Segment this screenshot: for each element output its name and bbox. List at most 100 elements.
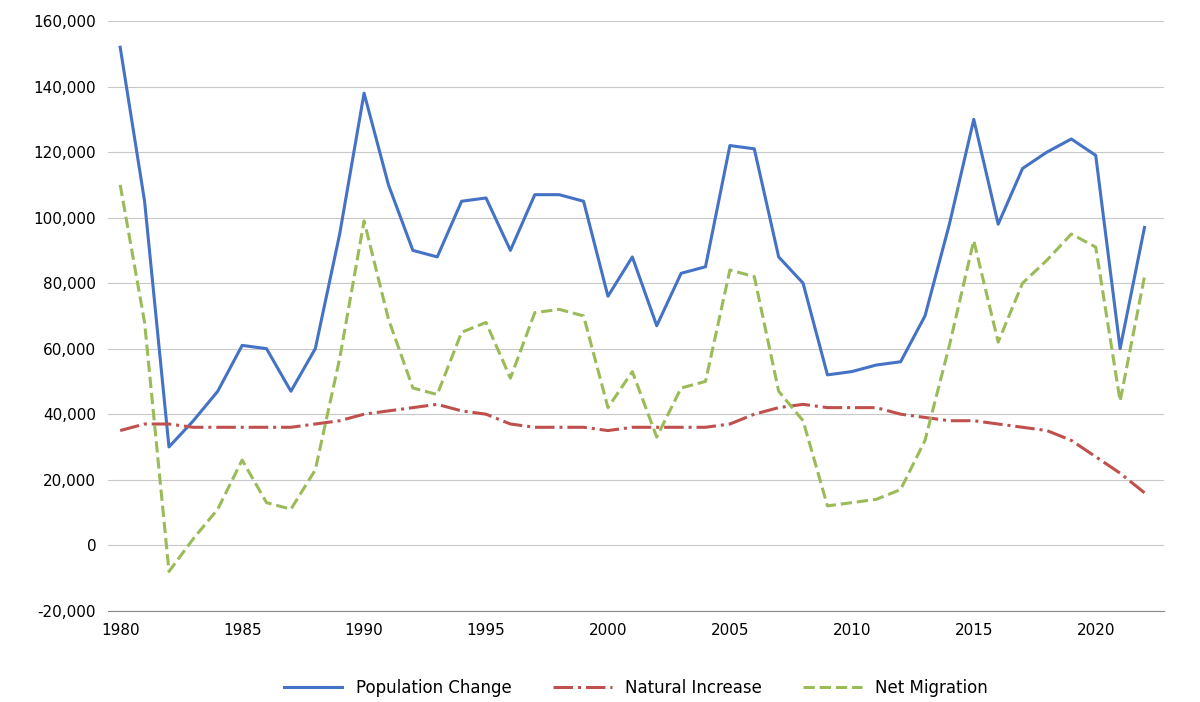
Population Change <box>625 253 640 261</box>
Population Change <box>991 220 1006 228</box>
Population Change <box>1088 151 1103 159</box>
Net Migration <box>698 377 713 385</box>
Population Change <box>1015 164 1030 173</box>
Net Migration <box>869 495 883 503</box>
Natural Increase <box>503 420 517 428</box>
Natural Increase <box>674 423 689 432</box>
Natural Increase <box>796 400 810 409</box>
Population Change <box>1138 223 1152 232</box>
Natural Increase <box>1064 436 1079 444</box>
Net Migration <box>748 272 762 281</box>
Natural Increase <box>162 420 176 428</box>
Population Change <box>503 246 517 255</box>
Net Migration <box>113 180 127 189</box>
Net Migration <box>625 367 640 376</box>
Natural Increase <box>552 423 566 432</box>
Population Change <box>772 253 786 261</box>
Population Change <box>649 322 664 330</box>
Net Migration <box>1064 230 1079 238</box>
Population Change <box>821 371 835 379</box>
Population Change <box>722 141 737 150</box>
Population Change <box>942 220 956 228</box>
Population Change <box>796 279 810 287</box>
Population Change <box>918 312 932 320</box>
Population Change <box>382 180 396 189</box>
Net Migration <box>722 266 737 274</box>
Natural Increase <box>942 416 956 425</box>
Population Change <box>406 246 420 255</box>
Population Change <box>576 197 590 206</box>
Net Migration <box>1015 279 1030 287</box>
Net Migration <box>674 384 689 392</box>
Net Migration <box>966 237 980 245</box>
Population Change <box>479 194 493 202</box>
Net Migration <box>356 217 371 225</box>
Population Change <box>332 230 347 238</box>
Net Migration <box>1088 243 1103 251</box>
Natural Increase <box>406 404 420 412</box>
Natural Increase <box>966 416 980 425</box>
Net Migration <box>772 387 786 395</box>
Net Migration <box>1112 397 1127 405</box>
Population Change <box>674 269 689 277</box>
Natural Increase <box>528 423 542 432</box>
Net Migration <box>576 312 590 320</box>
Natural Increase <box>259 423 274 432</box>
Net Migration <box>1138 272 1152 281</box>
Net Migration <box>455 328 469 336</box>
Population Change <box>1039 148 1054 157</box>
Natural Increase <box>649 423 664 432</box>
Natural Increase <box>283 423 298 432</box>
Net Migration <box>894 485 908 494</box>
Net Migration <box>382 315 396 324</box>
Net Migration <box>430 390 444 399</box>
Natural Increase <box>1112 469 1127 477</box>
Population Change <box>186 416 200 425</box>
Natural Increase <box>1015 423 1030 432</box>
Natural Increase <box>821 404 835 412</box>
Population Change <box>283 387 298 395</box>
Population Change <box>869 361 883 369</box>
Net Migration <box>137 318 151 326</box>
Population Change <box>552 190 566 199</box>
Natural Increase <box>356 410 371 418</box>
Population Change <box>1112 345 1127 353</box>
Net Migration <box>503 374 517 383</box>
Natural Increase <box>576 423 590 432</box>
Net Migration <box>283 505 298 513</box>
Line: Natural Increase: Natural Increase <box>120 404 1145 493</box>
Net Migration <box>649 433 664 442</box>
Natural Increase <box>430 400 444 409</box>
Net Migration <box>332 355 347 363</box>
Natural Increase <box>1039 426 1054 435</box>
Natural Increase <box>601 426 616 435</box>
Natural Increase <box>845 404 859 412</box>
Net Migration <box>235 456 250 464</box>
Natural Increase <box>235 423 250 432</box>
Population Change <box>698 263 713 271</box>
Population Change <box>966 115 980 124</box>
Population Change <box>601 292 616 300</box>
Net Migration <box>821 502 835 510</box>
Natural Increase <box>722 420 737 428</box>
Natural Increase <box>455 406 469 415</box>
Line: Population Change: Population Change <box>120 47 1145 447</box>
Natural Increase <box>772 404 786 412</box>
Net Migration <box>308 465 323 474</box>
Net Migration <box>845 498 859 507</box>
Population Change <box>748 145 762 153</box>
Net Migration <box>991 338 1006 346</box>
Natural Increase <box>479 410 493 418</box>
Net Migration <box>162 567 176 576</box>
Population Change <box>113 43 127 51</box>
Net Migration <box>186 534 200 543</box>
Net Migration <box>942 341 956 350</box>
Population Change <box>894 357 908 366</box>
Natural Increase <box>698 423 713 432</box>
Population Change <box>356 89 371 98</box>
Natural Increase <box>308 420 323 428</box>
Net Migration <box>210 505 224 513</box>
Natural Increase <box>137 420 151 428</box>
Natural Increase <box>1088 453 1103 461</box>
Legend: Population Change, Natural Increase, Net Migration: Population Change, Natural Increase, Net… <box>277 672 995 702</box>
